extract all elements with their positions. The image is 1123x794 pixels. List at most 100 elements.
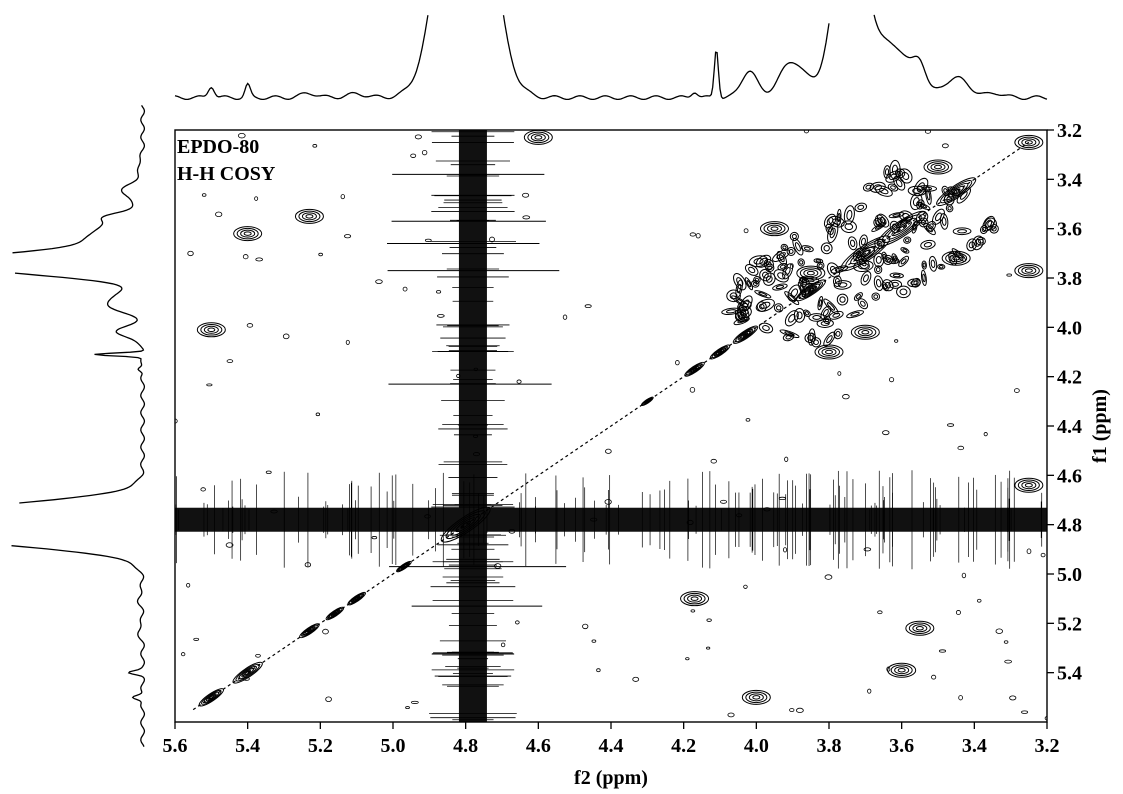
contour-ring xyxy=(690,596,699,601)
contour-ring xyxy=(746,280,752,288)
cluster-peak xyxy=(898,255,910,267)
contour-ring xyxy=(763,272,776,286)
contour-ring xyxy=(709,344,731,360)
noise-dot xyxy=(789,708,795,713)
noise-dot xyxy=(735,513,743,518)
contour-ring xyxy=(460,520,472,529)
contour-ring xyxy=(879,188,889,195)
cluster-peak xyxy=(793,308,806,323)
noise-dot xyxy=(867,688,872,694)
noise-dot xyxy=(931,674,937,680)
cross-peak xyxy=(887,662,917,678)
noise-dot xyxy=(837,371,842,376)
contour-ring xyxy=(874,185,893,197)
contour-ring xyxy=(839,296,846,303)
noise-dot xyxy=(282,333,290,340)
contour-ring xyxy=(804,311,810,316)
diagonal-peak xyxy=(640,396,654,407)
contour-ring xyxy=(1017,479,1040,491)
cluster-peak xyxy=(776,250,788,266)
contour-ring xyxy=(857,204,865,210)
contour-ring xyxy=(692,367,698,372)
f1-projection-trace xyxy=(11,104,146,747)
noise-dot xyxy=(562,314,568,320)
contour-ring xyxy=(927,161,949,173)
contour-ring xyxy=(396,560,412,573)
contour-ring xyxy=(294,208,324,224)
diagonal-peak xyxy=(440,506,491,543)
contour-ring xyxy=(751,279,760,288)
contour-ring xyxy=(862,182,874,192)
contour-ring xyxy=(928,223,934,230)
contour-ring xyxy=(850,324,880,340)
noise-dot xyxy=(187,250,194,257)
x-axis-title: f2 (ppm) xyxy=(574,767,648,789)
noise-dot xyxy=(686,519,694,526)
contour-ring xyxy=(238,665,257,680)
cluster-peak xyxy=(759,268,772,282)
contour-ring xyxy=(640,396,654,407)
contour-ring xyxy=(773,269,789,283)
cross-peak xyxy=(923,159,953,175)
noise-dot xyxy=(375,279,383,284)
cross-peak xyxy=(294,208,324,224)
contour-ring xyxy=(861,249,871,257)
cluster-peak xyxy=(827,222,839,244)
contour-ring xyxy=(241,667,255,678)
contour-ring xyxy=(208,695,215,700)
contour-ring xyxy=(956,187,971,204)
contour-ring xyxy=(762,325,770,331)
contour-ring xyxy=(741,689,771,705)
contour-ring xyxy=(196,322,226,338)
noise-dot xyxy=(315,412,321,417)
noise-dot xyxy=(522,192,530,198)
noise-dot xyxy=(186,582,191,588)
contour-ring xyxy=(776,250,788,266)
solvent-streak-vertical xyxy=(458,130,487,722)
contour-ring xyxy=(898,210,914,222)
noise-dot xyxy=(325,696,332,702)
contour-ring xyxy=(873,294,879,299)
cluster-peak xyxy=(846,310,864,319)
contour-ring xyxy=(440,506,491,543)
contour-ring xyxy=(804,286,811,295)
noise-dot xyxy=(424,514,431,519)
y-axis: 3.2 3.4 3.6 3.8 4.0 4.2 4.4 4.6 4.8 5.0 5.2 5.4 xyxy=(1047,120,1082,685)
noise-dot xyxy=(318,252,323,257)
contour-ring xyxy=(943,188,948,194)
contour-ring xyxy=(898,255,910,267)
contour-ring xyxy=(806,270,815,276)
contour-ring xyxy=(952,227,972,236)
contour-ring xyxy=(924,185,932,205)
contour-ring xyxy=(455,517,476,533)
contour-ring xyxy=(860,300,866,307)
contour-ring xyxy=(816,261,825,270)
noise-dot xyxy=(424,238,432,242)
contour-ring xyxy=(887,662,917,678)
cluster-peak xyxy=(789,231,799,242)
noise-dot xyxy=(500,642,506,648)
contour-ring xyxy=(887,183,899,192)
contour-ring xyxy=(818,346,840,358)
cluster-peak xyxy=(733,273,747,291)
contour-ring xyxy=(874,265,883,274)
contour-ring xyxy=(244,670,252,676)
contour-ring xyxy=(928,255,938,272)
contour-ring xyxy=(854,202,868,213)
cluster-peak xyxy=(807,328,816,346)
cluster-peak xyxy=(888,279,903,289)
contour-ring xyxy=(987,220,995,228)
contour-ring xyxy=(832,312,841,318)
diagonal-peak xyxy=(299,623,320,639)
cluster-peak xyxy=(773,303,784,313)
contour-ring xyxy=(770,226,779,231)
contour-ring xyxy=(690,365,699,373)
contour-ring xyxy=(981,227,987,233)
noise-dot xyxy=(675,360,680,366)
contour-ring xyxy=(755,298,775,312)
contour-ring xyxy=(726,309,737,314)
cluster-peak xyxy=(758,322,774,334)
contour-ring xyxy=(884,168,890,176)
noise-dot xyxy=(1003,640,1009,644)
cluster-peak xyxy=(925,220,937,232)
